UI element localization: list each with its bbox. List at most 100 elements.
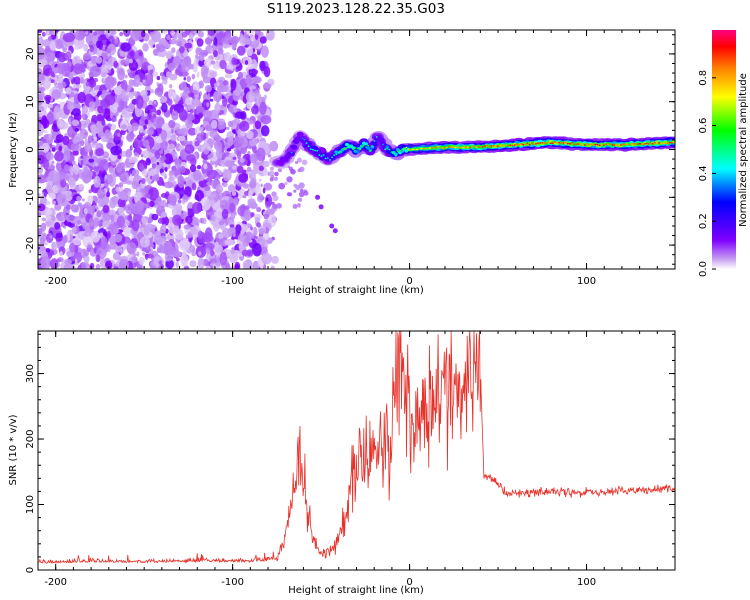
ridge-segment — [573, 143, 576, 146]
noise-blob — [82, 52, 91, 61]
noise-blob — [52, 241, 58, 250]
noise-blob — [165, 41, 170, 49]
ridge-segment — [526, 142, 529, 145]
noise-blob — [239, 157, 245, 163]
noise-blob — [178, 109, 188, 121]
noise-blob — [208, 193, 218, 203]
noise-blob — [113, 118, 117, 122]
noise-blob — [44, 94, 52, 101]
ridge-segment — [469, 146, 472, 149]
ridge-segment — [354, 147, 357, 149]
noise-blob — [234, 264, 240, 269]
noise-blob — [171, 47, 176, 54]
noise-blob — [226, 147, 232, 152]
noise-blob — [256, 206, 262, 213]
noise-blob — [38, 67, 43, 80]
noise-blob — [162, 76, 166, 80]
noise-blob — [157, 90, 163, 98]
noise-blob — [54, 222, 61, 230]
noise-blob — [155, 197, 163, 207]
noise-blob — [136, 95, 144, 109]
noise-blob — [250, 212, 255, 217]
noise-blob — [196, 133, 204, 143]
noise-blob — [50, 40, 56, 52]
noise-blob — [151, 30, 161, 43]
noise-blob — [54, 151, 64, 162]
noise-blob — [204, 84, 212, 93]
noise-blob — [158, 205, 162, 211]
noise-blob — [56, 211, 67, 222]
ridge-segment — [305, 141, 313, 147]
noise-blob — [162, 223, 167, 231]
ridge-segment — [571, 141, 573, 144]
noise-blob — [149, 200, 155, 208]
ridge-segment — [579, 143, 582, 145]
noise-blob — [71, 226, 77, 234]
noise-blob — [253, 76, 262, 84]
noise-blob — [148, 39, 155, 46]
ridge-segment — [492, 145, 495, 147]
noise-blob — [118, 182, 124, 188]
noise-blob — [71, 108, 81, 117]
noise-blob — [226, 62, 231, 70]
ridge-segment — [318, 154, 321, 156]
noise-blob — [228, 251, 239, 264]
noise-blob — [202, 110, 213, 119]
ridge-segment — [630, 143, 633, 145]
noise-blob — [196, 38, 204, 47]
ridge-segment — [454, 146, 457, 149]
noise-blob — [129, 145, 133, 151]
ridge-segment — [590, 143, 593, 146]
noise-blob — [62, 234, 68, 244]
noise-blob — [41, 31, 46, 37]
noise-blob — [72, 237, 82, 246]
ridge-segment — [494, 144, 497, 147]
noise-blob — [178, 46, 185, 54]
noise-blob — [85, 31, 89, 35]
ridge-segment — [596, 143, 599, 146]
ridge-segment — [656, 142, 658, 145]
noise-blob — [53, 105, 62, 120]
noise-blob — [102, 173, 106, 178]
noise-blob — [165, 259, 174, 269]
noise-blob — [218, 233, 224, 240]
noise-blob — [115, 159, 120, 163]
noise-blob — [42, 39, 52, 48]
noise-blob — [247, 198, 257, 208]
noise-blob — [256, 236, 266, 246]
noise-blob — [100, 156, 105, 160]
noise-blob — [229, 202, 236, 213]
noise-blob — [180, 149, 187, 161]
ridge-segment — [513, 144, 516, 146]
noise-blob — [127, 215, 133, 221]
colorbar-tick-label-2: 0.4 — [698, 165, 709, 181]
noise-blob — [214, 102, 221, 114]
ridge-segment — [343, 148, 346, 150]
ridge-segment — [511, 144, 514, 147]
ridge-segment — [352, 148, 355, 151]
noise-blob — [107, 209, 116, 216]
spectrogram-y-ticks: -20 -10 0 10 20 — [25, 34, 675, 265]
ridge-segment — [477, 146, 480, 148]
noise-blob — [154, 173, 160, 182]
noise-blob — [38, 122, 42, 130]
noise-blob — [82, 249, 90, 257]
noise-blob — [148, 179, 152, 187]
noise-blob — [90, 56, 97, 65]
colorbar-tick-label-0: 0.0 — [698, 261, 709, 277]
ridge-segment — [532, 143, 535, 146]
snr-x-tick-label-0: -200 — [44, 577, 67, 588]
ridge-segment — [420, 147, 423, 150]
noise-blob — [245, 78, 253, 85]
noise-blob — [73, 251, 83, 263]
noise-blob — [243, 209, 252, 221]
noise-blob — [100, 109, 106, 114]
ridge-segment — [371, 141, 378, 147]
noise-blob — [45, 151, 54, 161]
ridge-segment — [375, 136, 378, 138]
noise-blob — [235, 69, 239, 73]
noise-blob — [160, 211, 168, 218]
noise-blob — [265, 197, 269, 202]
noise-blob — [191, 251, 197, 257]
noise-blob — [232, 231, 236, 238]
